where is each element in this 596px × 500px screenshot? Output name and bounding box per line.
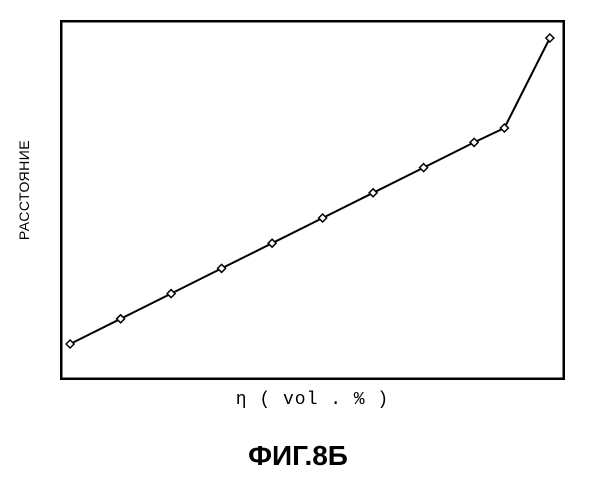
chart-content	[66, 34, 554, 348]
x-axis-label: η ( vol . % )	[60, 390, 565, 410]
y-axis-label-container: РАССТОЯНИЕ	[10, 0, 38, 380]
line-chart-svg	[60, 20, 565, 380]
figure-caption: ФИГ.8Б	[0, 440, 596, 472]
data-marker	[546, 34, 554, 42]
data-marker	[470, 138, 478, 146]
plot-area	[60, 20, 565, 380]
data-marker	[500, 124, 508, 132]
data-marker	[268, 239, 276, 247]
data-marker	[369, 189, 377, 197]
data-marker	[420, 164, 428, 172]
data-marker	[218, 264, 226, 272]
data-marker	[167, 290, 175, 298]
figure: РАССТОЯНИЕ η ( vol . % ) ФИГ.8Б	[0, 0, 596, 500]
data-marker	[66, 340, 74, 348]
data-marker	[117, 315, 125, 323]
data-marker	[319, 214, 327, 222]
y-axis-label: РАССТОЯНИЕ	[16, 140, 32, 240]
plot-border	[61, 21, 564, 379]
data-line	[70, 38, 550, 344]
